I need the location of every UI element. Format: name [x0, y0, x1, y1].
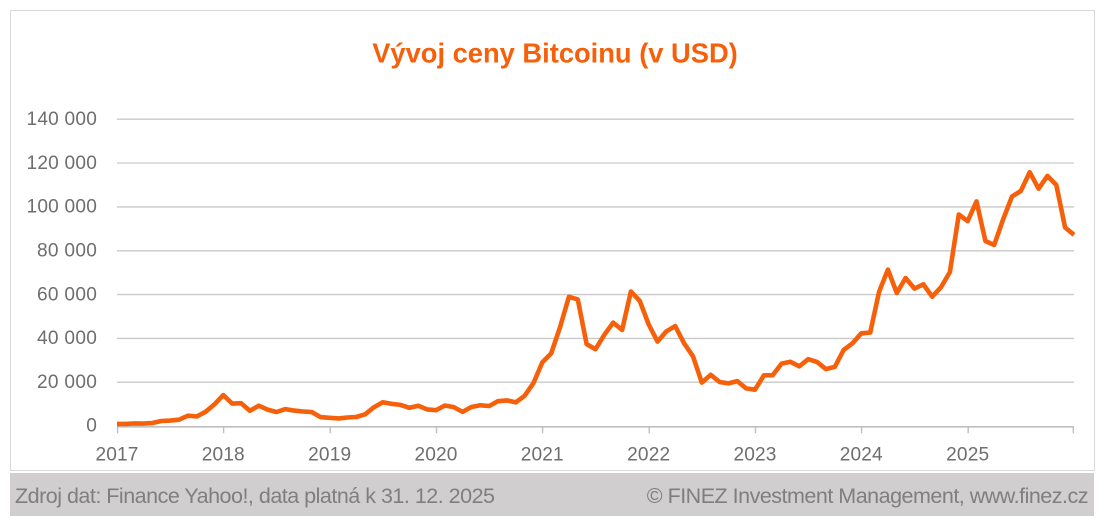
svg-text:2025: 2025	[946, 445, 989, 466]
svg-text:60 000: 60 000	[37, 284, 97, 305]
svg-text:2024: 2024	[840, 445, 883, 466]
svg-text:120 000: 120 000	[27, 153, 98, 174]
svg-text:2023: 2023	[733, 445, 776, 466]
svg-text:20 000: 20 000	[37, 372, 97, 393]
svg-text:100 000: 100 000	[27, 197, 98, 218]
svg-text:140 000: 140 000	[27, 109, 98, 130]
svg-text:2020: 2020	[414, 445, 457, 466]
svg-text:Vývoj ceny Bitcoinu (v USD): Vývoj ceny Bitcoinu (v USD)	[372, 37, 738, 68]
svg-text:2021: 2021	[521, 445, 564, 466]
svg-text:2022: 2022	[627, 445, 670, 466]
svg-text:© FINEZ Investment Management,: © FINEZ Investment Management, www.finez…	[647, 484, 1088, 508]
svg-text:0: 0	[86, 415, 97, 436]
svg-text:40 000: 40 000	[37, 328, 97, 349]
svg-text:2017: 2017	[95, 445, 138, 466]
svg-text:2018: 2018	[202, 445, 245, 466]
svg-text:2019: 2019	[308, 445, 351, 466]
svg-text:Zdroj dat: Finance Yahoo!, dat: Zdroj dat: Finance Yahoo!, data platná k…	[15, 484, 495, 508]
svg-text:80 000: 80 000	[37, 241, 97, 262]
